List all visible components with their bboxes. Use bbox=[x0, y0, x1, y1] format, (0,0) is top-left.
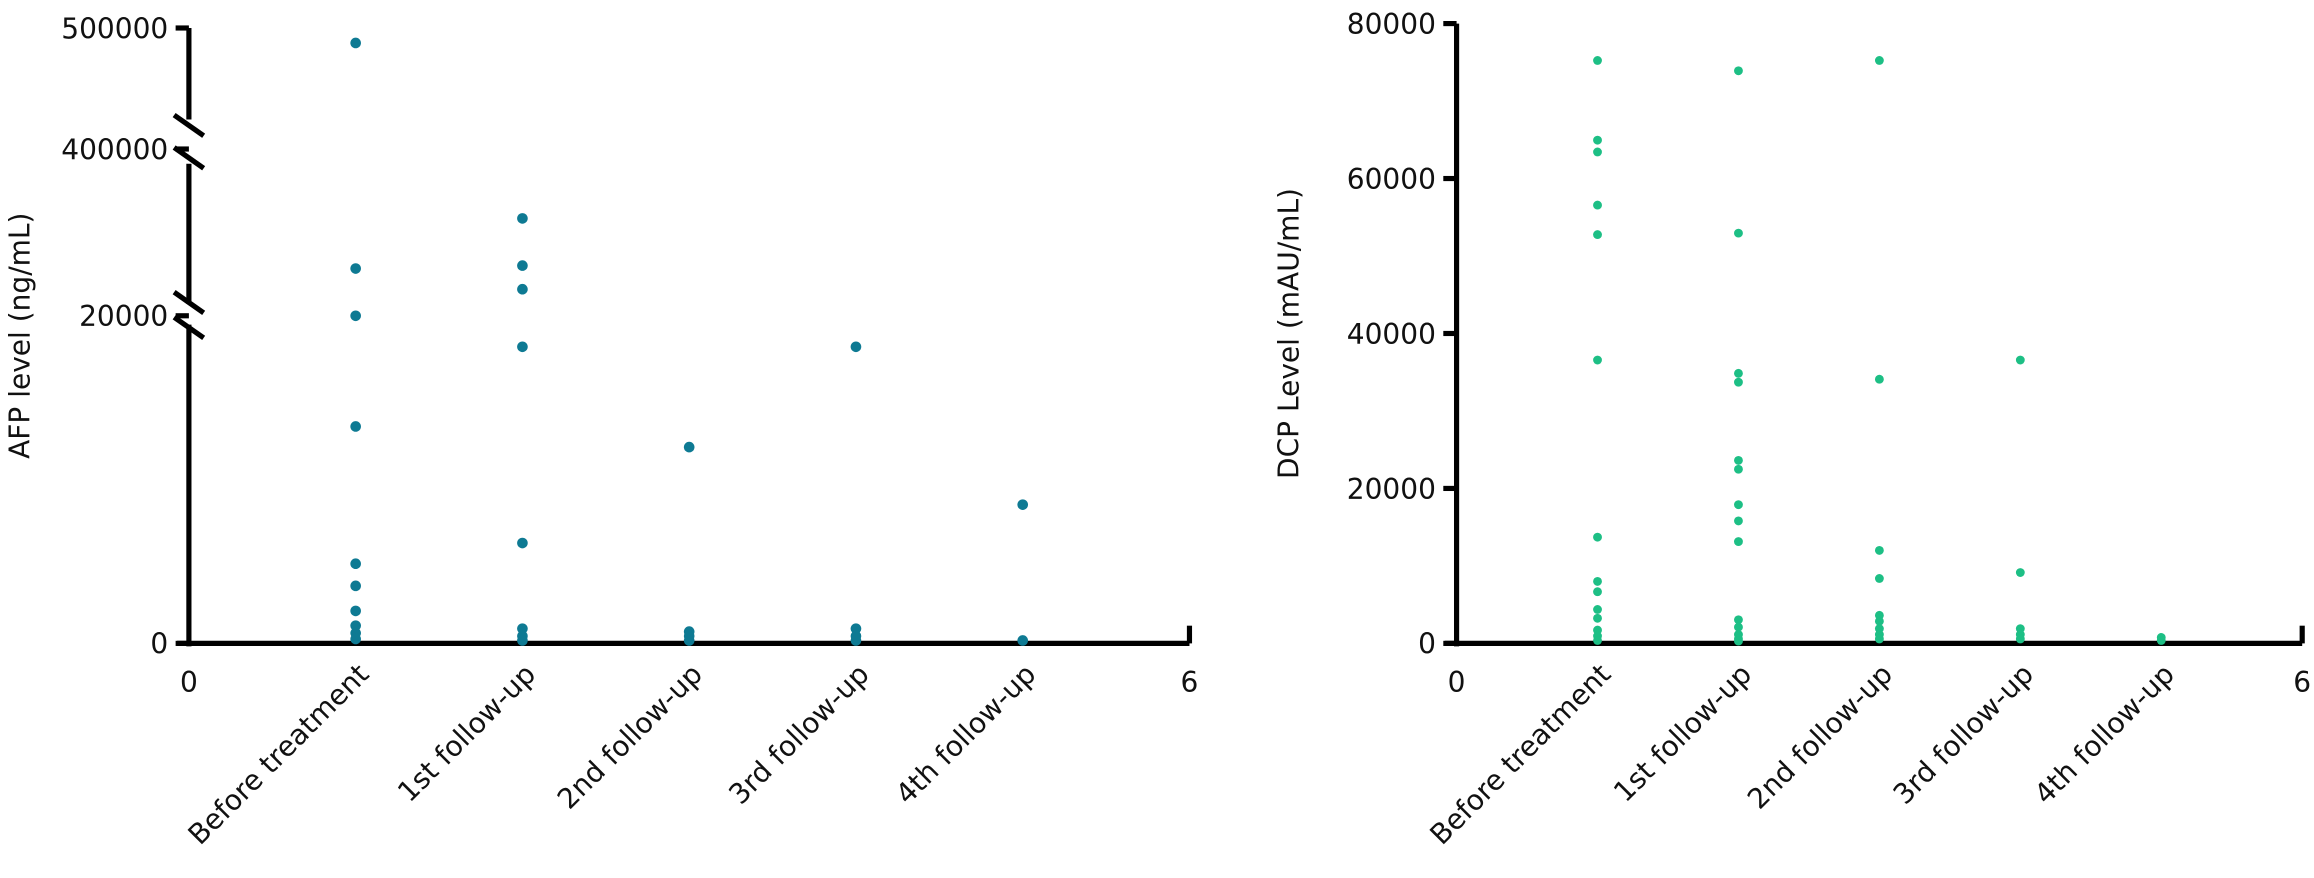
point bbox=[350, 263, 361, 274]
point bbox=[1734, 377, 1743, 387]
point bbox=[1593, 135, 1602, 145]
point bbox=[1734, 368, 1743, 378]
point bbox=[850, 623, 862, 634]
x-tick-label: 0 bbox=[180, 666, 198, 699]
axis-break bbox=[172, 315, 206, 341]
point bbox=[1874, 616, 1884, 626]
y-tick-label: 400000 bbox=[61, 133, 168, 166]
y-tick-label: 20000 bbox=[1347, 473, 1436, 506]
y-axis-label: AFP level (ng/mL) bbox=[4, 213, 37, 459]
point bbox=[683, 441, 695, 453]
x-tick-label: 6 bbox=[1181, 666, 1199, 699]
y-tick-label: 60000 bbox=[1347, 163, 1436, 196]
point bbox=[350, 620, 361, 631]
point bbox=[1734, 228, 1743, 238]
point bbox=[1734, 615, 1743, 625]
y-tick-label: 500000 bbox=[61, 12, 168, 45]
point bbox=[1734, 500, 1743, 510]
x-tick-label: 3rd follow-up bbox=[722, 657, 875, 810]
point bbox=[1017, 499, 1029, 510]
point bbox=[1593, 613, 1602, 623]
point bbox=[1874, 545, 1884, 555]
point bbox=[517, 537, 528, 549]
point bbox=[517, 635, 528, 646]
y-tick-label: 20000 bbox=[79, 300, 168, 333]
point bbox=[1734, 636, 1743, 646]
point bbox=[350, 633, 361, 645]
point bbox=[350, 310, 361, 322]
x-tick-label: 2nd follow-up bbox=[1741, 657, 1899, 815]
point bbox=[1017, 635, 1029, 646]
point bbox=[1593, 587, 1602, 597]
x-tick-label: Before treatment bbox=[182, 657, 376, 851]
x-tick-label: 4th follow-up bbox=[889, 657, 1042, 810]
point bbox=[350, 605, 361, 617]
point bbox=[1593, 230, 1602, 240]
point bbox=[1734, 622, 1743, 632]
point bbox=[1734, 516, 1743, 526]
axis-break bbox=[172, 112, 206, 138]
point bbox=[2156, 636, 2166, 645]
point bbox=[517, 341, 528, 353]
point bbox=[850, 341, 862, 353]
point bbox=[1593, 636, 1602, 645]
axis-break bbox=[172, 290, 206, 315]
y-axis-label: DCP Level (mAU/mL) bbox=[1273, 188, 1306, 479]
x-tick-label: 3rd follow-up bbox=[1887, 657, 2040, 810]
point bbox=[1874, 634, 1884, 644]
point bbox=[683, 635, 695, 646]
y-tick-label: 40000 bbox=[1347, 318, 1436, 351]
point bbox=[850, 635, 862, 646]
point bbox=[350, 558, 361, 570]
point bbox=[517, 283, 528, 295]
point bbox=[350, 37, 361, 49]
point bbox=[517, 260, 528, 271]
point bbox=[2015, 568, 2025, 577]
y-tick-label: 0 bbox=[150, 628, 168, 661]
point bbox=[1874, 56, 1884, 65]
point bbox=[350, 580, 361, 592]
point bbox=[1734, 66, 1743, 76]
point bbox=[1593, 532, 1602, 542]
point bbox=[1593, 56, 1602, 65]
y-tick-label: 80000 bbox=[1347, 8, 1436, 41]
x-tick-label: 1st follow-up bbox=[1607, 657, 1758, 808]
point bbox=[517, 623, 528, 634]
x-tick-label: 6 bbox=[2293, 666, 2311, 699]
point bbox=[1734, 455, 1743, 465]
point bbox=[2015, 355, 2025, 365]
point bbox=[1734, 464, 1743, 474]
point bbox=[517, 213, 528, 224]
point bbox=[2015, 634, 2025, 644]
point bbox=[1593, 355, 1602, 365]
point bbox=[1734, 537, 1743, 546]
point bbox=[1874, 374, 1884, 384]
y-tick-label: 0 bbox=[1418, 628, 1436, 661]
x-tick-label: 2nd follow-up bbox=[551, 657, 709, 815]
point bbox=[1593, 147, 1602, 157]
x-tick-label: 1st follow-up bbox=[391, 657, 542, 808]
point bbox=[1593, 605, 1602, 614]
point bbox=[350, 421, 361, 432]
point bbox=[1593, 576, 1602, 586]
x-tick-label: 4th follow-up bbox=[2028, 657, 2181, 810]
x-tick-label: 0 bbox=[1448, 666, 1466, 699]
point bbox=[1593, 200, 1602, 210]
point bbox=[1874, 574, 1884, 583]
